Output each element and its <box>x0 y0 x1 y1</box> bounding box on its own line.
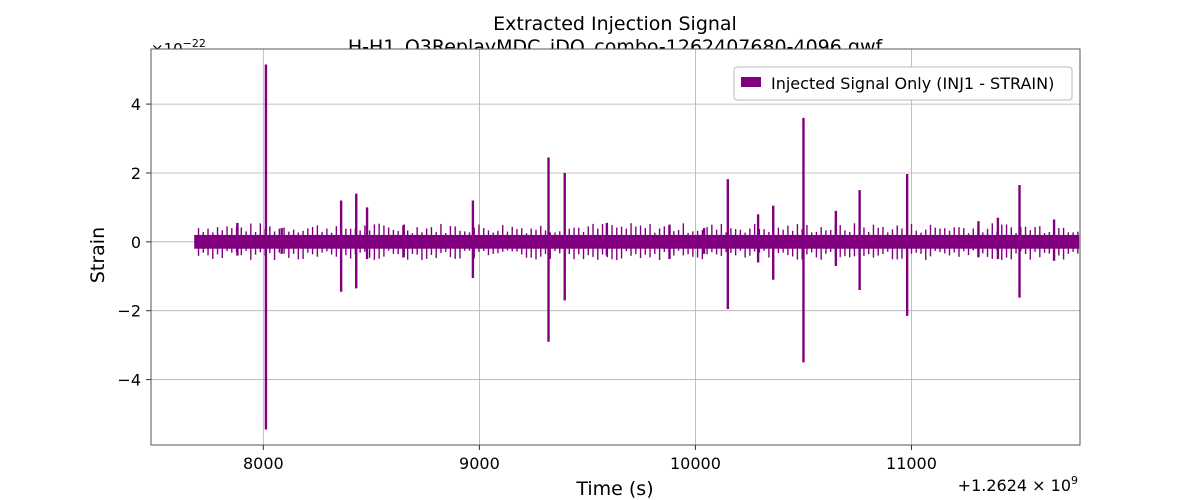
y-tick-label: 0 <box>131 233 141 252</box>
plot-border <box>150 48 1081 446</box>
signal-baseline-band <box>194 234 1080 249</box>
y-tick-label: 2 <box>131 164 141 183</box>
y-axis-ticks: −4 −2 0 2 4 <box>117 95 151 390</box>
x-tick-label: 8000 <box>243 454 284 473</box>
chart-title: Extracted Injection Signal <box>493 13 737 35</box>
y-scale-exponent: −22 <box>183 37 206 50</box>
x-offset-exponent: 9 <box>1071 474 1078 487</box>
y-axis-label: Strain <box>87 227 109 283</box>
legend-swatch <box>741 77 761 87</box>
y-tick-label: −4 <box>117 371 141 390</box>
svg-text:+1.2624 × 109: +1.2624 × 109 <box>958 474 1078 495</box>
x-tick-label: 9000 <box>459 454 500 473</box>
x-axis-label: Time (s) <box>575 478 653 500</box>
legend-label: Injected Signal Only (INJ1 - STRAIN) <box>771 74 1054 93</box>
y-tick-label: −2 <box>117 302 141 321</box>
x-tick-label: 11000 <box>886 454 937 473</box>
x-tick-label: 10000 <box>670 454 721 473</box>
x-axis-ticks: 8000 9000 10000 11000 <box>243 445 937 473</box>
series-injected-signal <box>194 64 1080 430</box>
y-tick-label: 4 <box>131 95 141 114</box>
x-offset-label: +1.2624 × 10 <box>958 476 1071 495</box>
legend-box <box>733 66 1073 101</box>
legend: Injected Signal Only (INJ1 - STRAIN) <box>733 66 1073 101</box>
x-axis-offset: +1.2624 × 109 <box>958 474 1078 495</box>
